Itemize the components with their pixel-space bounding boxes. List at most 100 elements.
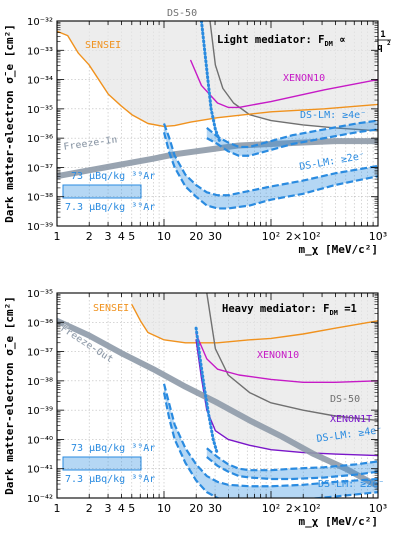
y-axis-label: Dark matter-electron σ̄_e [cm²] bbox=[3, 24, 16, 223]
title-fraction-numerator: 1 bbox=[380, 30, 385, 40]
series-ds-lm-4e-low-mass bbox=[199, 21, 222, 143]
title-sub: DM bbox=[324, 40, 332, 48]
x-tick-label: 20 bbox=[189, 230, 203, 243]
x-tick-label: 10 bbox=[157, 502, 171, 515]
series-label-ds-lm-2e: DS-LM: ≥2e⁻ bbox=[318, 479, 384, 490]
legend-band-high-label: 73 μBq/kg ³⁹Ar bbox=[71, 171, 155, 182]
y-tick-label: 10⁻³⁸ bbox=[27, 193, 53, 204]
series-freeze-in bbox=[57, 138, 378, 180]
title-main: Light mediator: F bbox=[217, 34, 324, 46]
series-label-ds-50: DS-50 bbox=[330, 394, 360, 405]
legend-band-swatch bbox=[62, 456, 142, 471]
title-main: Heavy mediator: F bbox=[222, 303, 329, 315]
y-tick-label: 10⁻³⁹ bbox=[27, 406, 53, 417]
series-sensei bbox=[57, 30, 378, 128]
band-upper-ds-lm-2e bbox=[162, 383, 378, 488]
title-sub: DM bbox=[329, 309, 337, 317]
x-tick-label: 20 bbox=[189, 502, 203, 515]
band-lower-ds-lm-2e bbox=[162, 132, 378, 210]
x-tick-label: 3 bbox=[105, 230, 112, 243]
legend-band-low-label: 7.3 μBq/kg ³⁹Ar bbox=[65, 202, 155, 213]
series-label-xenon10: XENON10 bbox=[257, 350, 299, 361]
y-tick-label: 10⁻³⁸ bbox=[27, 377, 53, 388]
band-lower-ds-lm-4e bbox=[206, 128, 378, 157]
y-tick-label: 10⁻³⁹ bbox=[27, 222, 53, 233]
x-tick-label: 2 bbox=[86, 502, 93, 515]
excluded-region bbox=[57, 21, 376, 131]
series-label-xenon1t: XENON1T bbox=[330, 414, 372, 425]
x-tick-label: 10³ bbox=[369, 230, 387, 243]
panel-title-text: Heavy mediator: FDM =1 bbox=[222, 303, 357, 317]
plot-frame bbox=[56, 292, 379, 499]
y-tick-label: 10⁻³³ bbox=[27, 46, 53, 57]
x-tick-label: 10³ bbox=[369, 502, 387, 515]
title-mid: ∝ bbox=[333, 34, 346, 46]
x-tick-label: 2×10² bbox=[286, 230, 321, 243]
panel-title: Light mediator: FDM ∝ 1 q 2 bbox=[217, 30, 391, 53]
x-tick-label: 1 bbox=[54, 230, 61, 243]
series-ds-lm-4e-low-mass bbox=[194, 326, 219, 456]
band-upper-ds-lm-4e bbox=[206, 119, 378, 149]
x-tick-label: 4 bbox=[118, 502, 125, 515]
chart-panel-heavy-mediator: 73 μBq/kg ³⁹Ar 7.3 μBq/kg ³⁹Ar SENSEI DS-50… bbox=[3, 289, 387, 528]
title-mid: =1 bbox=[338, 303, 357, 315]
y-tick-label: 10⁻³⁶ bbox=[27, 318, 53, 329]
x-tick-label: 2 bbox=[86, 230, 93, 243]
x-tick-label: 2×10² bbox=[286, 502, 321, 515]
series-label-ds-lm-4e: DS-LM: ≥4e⁻ bbox=[300, 110, 366, 121]
y-tick-label: 10⁻³⁵ bbox=[27, 289, 53, 300]
x-axis-label: m_χ [MeV/c²] bbox=[299, 515, 378, 528]
y-tick-label: 10⁻³⁷ bbox=[27, 348, 53, 359]
series-label-sensei: SENSEI bbox=[93, 303, 129, 314]
y-tick-label: 10⁻³² bbox=[27, 17, 53, 28]
y-tick-label: 10⁻³⁵ bbox=[27, 105, 53, 116]
x-tick-label: 5 bbox=[128, 502, 135, 515]
y-tick-label: 10⁻⁴¹ bbox=[27, 465, 53, 476]
x-tick-label: 30 bbox=[208, 502, 222, 515]
chart-panel-light-mediator: 73 μBq/kg ³⁹Ar 7.3 μBq/kg ³⁹Ar DS-50 SENSEI… bbox=[3, 8, 391, 256]
series-ds-50 bbox=[206, 293, 378, 422]
y-tick-label: 10⁻³⁶ bbox=[27, 134, 53, 145]
series-freeze-out bbox=[57, 317, 378, 490]
series-xenon10 bbox=[190, 59, 378, 109]
x-tick-label: 10² bbox=[262, 502, 280, 515]
band-ds-lm-4e bbox=[206, 120, 378, 156]
series-label-ds-50: DS-50 bbox=[167, 8, 197, 19]
band-upper-ds-lm-4e bbox=[206, 447, 378, 472]
panel-title: Heavy mediator: FDM =1 bbox=[222, 303, 357, 317]
series-label-sensei: SENSEI bbox=[85, 40, 121, 51]
panel-title-text: Light mediator: FDM ∝ bbox=[217, 34, 346, 48]
y-tick-label: 10⁻³⁴ bbox=[27, 76, 53, 87]
x-tick-label: 10² bbox=[262, 230, 280, 243]
series-xenon10 bbox=[195, 333, 378, 384]
legend-band-high-label: 73 μBq/kg ³⁹Ar bbox=[71, 443, 155, 454]
y-tick-label: 10⁻⁴⁰ bbox=[27, 435, 53, 446]
legend-band-low-label: 7.3 μBq/kg ³⁹Ar bbox=[65, 474, 155, 485]
plot-content bbox=[57, 293, 378, 498]
x-axis-label: m_χ [MeV/c²] bbox=[299, 243, 378, 256]
band-upper-ds-lm-2e bbox=[162, 123, 378, 197]
title-fraction-denominator: q bbox=[377, 43, 382, 53]
plot-frame bbox=[56, 20, 379, 227]
series-label-xenon10: XENON10 bbox=[283, 73, 325, 84]
x-tick-label: 30 bbox=[208, 230, 222, 243]
y-tick-label: 10⁻⁴² bbox=[27, 494, 53, 505]
y-axis-label: Dark matter-electron σ̄_e [cm²] bbox=[3, 296, 16, 495]
legend-argon-band: 73 μBq/kg ³⁹Ar 7.3 μBq/kg ³⁹Ar bbox=[62, 443, 155, 485]
x-tick-label: 5 bbox=[128, 230, 135, 243]
legend-band-swatch bbox=[62, 184, 142, 199]
title-fraction-exponent: 2 bbox=[387, 40, 391, 47]
x-tick-label: 10 bbox=[157, 230, 171, 243]
band-ds-lm-2e bbox=[164, 383, 378, 498]
series-sensei bbox=[131, 304, 378, 344]
band-ds-lm-4e bbox=[206, 448, 378, 479]
band-ds-lm-2e bbox=[164, 123, 378, 209]
plot-content bbox=[57, 21, 378, 226]
x-tick-label: 4 bbox=[118, 230, 125, 243]
legend-argon-band: 73 μBq/kg ³⁹Ar 7.3 μBq/kg ³⁹Ar bbox=[62, 171, 155, 213]
y-tick-label: 10⁻³⁷ bbox=[27, 163, 53, 174]
x-tick-label: 1 bbox=[54, 502, 61, 515]
x-tick-label: 3 bbox=[105, 502, 112, 515]
